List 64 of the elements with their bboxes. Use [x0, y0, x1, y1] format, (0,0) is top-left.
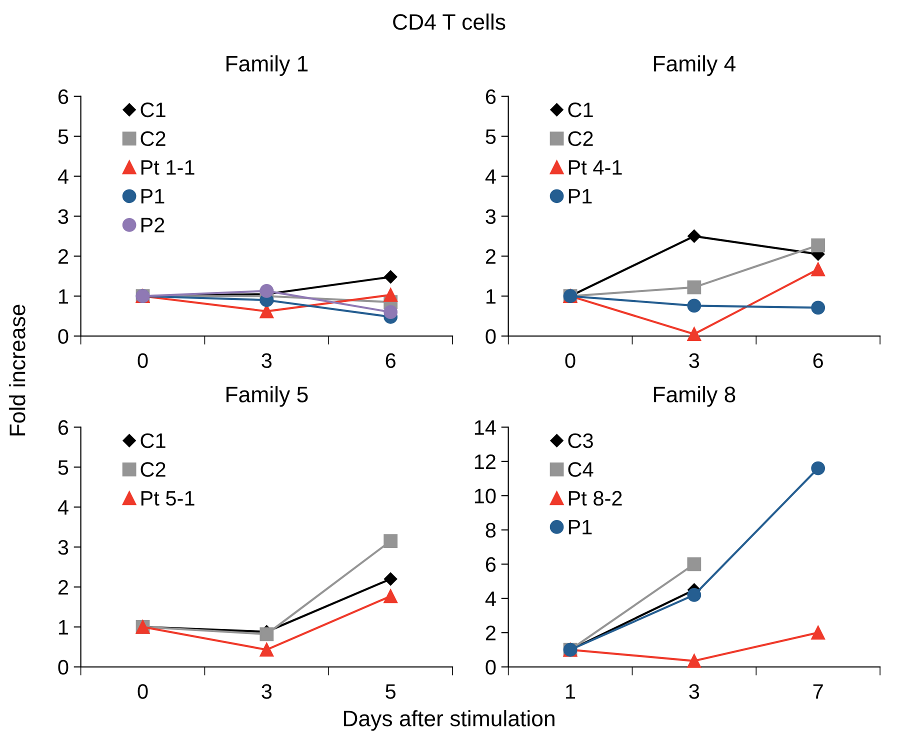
- legend-label: Pt 4-1: [568, 160, 622, 175]
- legend-label: C2: [568, 131, 593, 146]
- y-tick-label: 8: [486, 522, 496, 538]
- y-tick-label: 3: [486, 209, 496, 224]
- x-tick-label: 6: [813, 353, 823, 368]
- x-tick-label: 3: [262, 684, 272, 699]
- y-tick-label: 5: [58, 130, 68, 144]
- y-tick-label: 1: [59, 620, 68, 634]
- legend-label: C1: [140, 102, 166, 118]
- x-tick-label: 1: [566, 684, 576, 699]
- y-tick-label: 4: [58, 500, 68, 515]
- y-tick-label: 6: [58, 89, 68, 104]
- y-tick-label: 2: [486, 626, 496, 640]
- text: CD4 T cells: [393, 14, 506, 30]
- x-tick-label: 0: [138, 684, 148, 699]
- y-tick-label: 2: [486, 249, 496, 264]
- x-tick-label: 0: [138, 353, 148, 368]
- x-tick-label: 0: [565, 353, 576, 368]
- y-axis-title: Fold increase: [8, 304, 26, 436]
- chart-title: Family 4: [654, 55, 736, 76]
- chart-title: Family 8: [654, 386, 736, 407]
- y-tick-label: 0: [486, 660, 496, 675]
- legend-label: P2: [141, 218, 164, 232]
- y-tick-label: 0: [58, 329, 68, 344]
- y-tick-label: 4: [485, 169, 496, 184]
- chart-title: Family 1: [226, 55, 308, 76]
- x-tick-label: 7: [813, 684, 823, 699]
- x-tick-label: 5: [386, 684, 396, 699]
- y-tick-label: 6: [58, 420, 68, 435]
- legend-label: C2: [140, 131, 166, 146]
- legend-label: Pt 8-2: [568, 490, 622, 506]
- legend-label: C1: [140, 433, 166, 448]
- legend-label: P1: [141, 189, 164, 204]
- legend-label: C2: [140, 462, 166, 477]
- x-tick-label: 3: [689, 353, 700, 368]
- legend-label: C3: [568, 433, 593, 448]
- x-axis-title: Days after stimulation: [344, 710, 554, 731]
- x-tick-label: 6: [386, 353, 396, 368]
- legend-label: Pt 1-1: [141, 160, 194, 175]
- y-tick-label: 3: [58, 209, 68, 224]
- legend-label: P1: [568, 189, 592, 204]
- chart-title: Family 5: [226, 386, 308, 407]
- y-tick-label: 4: [485, 592, 496, 606]
- y-tick-label: 0: [58, 660, 68, 675]
- y-tick-label: 12: [474, 454, 496, 469]
- y-tick-label: 1: [59, 289, 68, 304]
- y-tick-label: 6: [486, 557, 496, 572]
- y-tick-label: 4: [58, 169, 68, 184]
- y-tick-label: 5: [58, 460, 68, 475]
- legend-label: P1: [568, 520, 592, 534]
- y-tick-label: 0: [486, 329, 496, 344]
- y-tick-label: 3: [58, 540, 68, 555]
- legend-label: C1: [568, 102, 593, 118]
- y-tick-label: 14: [474, 420, 496, 435]
- x-tick-label: 3: [689, 684, 700, 699]
- x-tick-label: 3: [262, 353, 272, 368]
- y-tick-label: 2: [58, 580, 68, 595]
- legend-label: Pt 5-1: [141, 491, 194, 506]
- y-tick-label: 10: [474, 488, 496, 504]
- y-tick-label: 6: [486, 89, 496, 104]
- y-tick-label: 1: [486, 289, 496, 304]
- y-tick-label: 5: [486, 130, 496, 144]
- legend-label: C4: [568, 462, 594, 477]
- y-tick-label: 2: [58, 249, 68, 264]
